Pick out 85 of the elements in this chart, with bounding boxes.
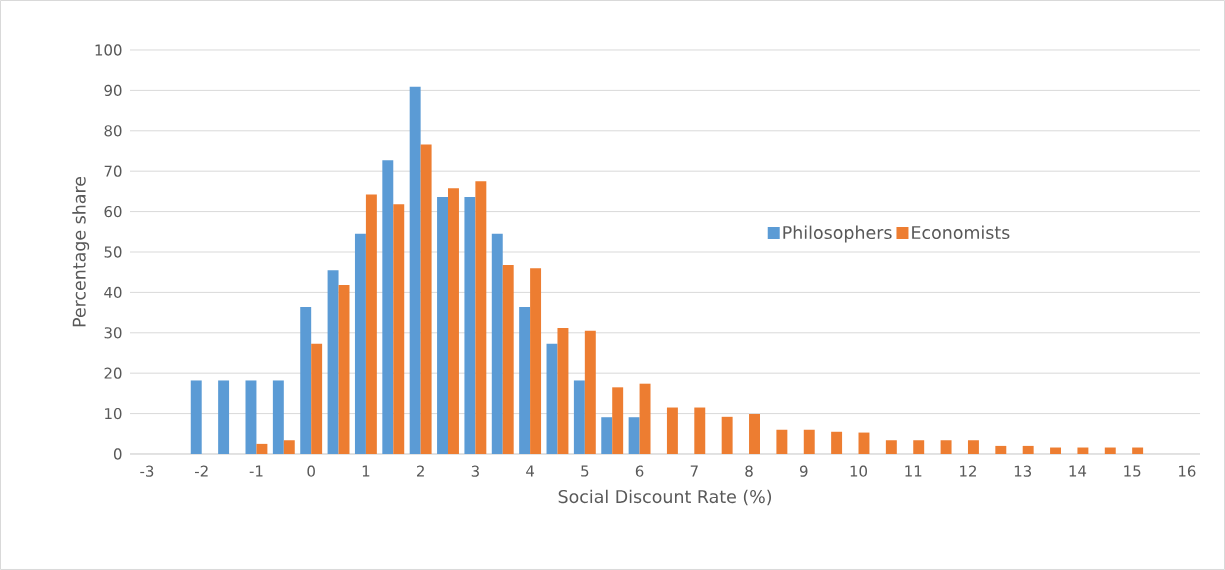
legend-label: Economists — [912, 225, 1010, 240]
x-tick-label: 11 — [905, 465, 922, 477]
x-tick-label: 15 — [1124, 465, 1141, 477]
bar — [245, 380, 257, 454]
bar — [749, 413, 760, 454]
bar — [913, 440, 925, 454]
bar — [601, 417, 613, 454]
bar — [327, 270, 339, 454]
y-tick-label: 80 — [104, 125, 122, 137]
y-tick-label: 70 — [104, 165, 122, 177]
y-tick-label: 30 — [104, 327, 122, 339]
x-tick-label: 1 — [362, 465, 370, 477]
x-tick-label: 13 — [1014, 465, 1032, 477]
bar — [573, 380, 585, 454]
bar — [393, 204, 405, 454]
bar — [354, 233, 366, 454]
bar — [546, 343, 558, 454]
x-tick-label: 0 — [307, 465, 315, 477]
bar — [557, 327, 569, 454]
bar — [272, 380, 284, 454]
bar — [1077, 447, 1089, 454]
y-tick-label: 60 — [104, 205, 122, 218]
x-tick-label: 16 — [1179, 465, 1196, 477]
bar — [437, 197, 449, 454]
bar — [300, 306, 312, 454]
bar — [940, 440, 952, 454]
y-tick-label: 40 — [104, 286, 122, 299]
bar — [448, 188, 459, 454]
bar — [803, 429, 815, 454]
bar — [519, 306, 531, 454]
bar — [1104, 447, 1116, 454]
y-tick-label: 0 — [113, 448, 122, 460]
x-tick-label: 3 — [471, 465, 479, 477]
bar — [967, 440, 979, 454]
bar — [831, 431, 843, 454]
bar — [409, 86, 421, 454]
bar — [382, 160, 394, 454]
bar — [218, 380, 230, 454]
x-tick-label: -2 — [194, 465, 208, 477]
bar — [420, 144, 432, 454]
bar — [1022, 445, 1034, 454]
x-tick-label: 4 — [526, 465, 535, 477]
y-tick-label: 10 — [105, 407, 122, 420]
bar — [694, 407, 706, 454]
x-tick-label: -1 — [249, 465, 263, 477]
y-tick-label: 50 — [104, 246, 122, 258]
bar — [628, 417, 640, 454]
legend-label: Philosophers — [783, 225, 892, 243]
x-tick-label: 10 — [850, 465, 868, 477]
x-tick-label: 6 — [635, 465, 644, 477]
bar — [885, 440, 897, 454]
y-axis-title: Percentage share — [72, 176, 90, 327]
bar — [190, 380, 202, 454]
y-tick-label: 100 — [95, 44, 122, 56]
bar — [584, 330, 596, 454]
bar — [530, 268, 542, 454]
bar — [776, 429, 788, 454]
bar — [256, 443, 268, 454]
bar — [1050, 447, 1062, 454]
bar — [338, 285, 350, 454]
bar — [721, 416, 733, 454]
bar — [365, 194, 377, 454]
bar — [475, 181, 487, 454]
bar — [464, 197, 476, 454]
bar — [666, 407, 678, 454]
x-axis-title: Social Discount Rate (%) — [558, 489, 772, 506]
bar — [311, 343, 323, 454]
y-tick-label: 90 — [104, 84, 122, 97]
bar — [1132, 447, 1144, 454]
bar — [995, 445, 1007, 454]
y-tick-label: 20 — [104, 367, 122, 379]
bar — [283, 440, 295, 454]
x-tick-label: 2 — [416, 465, 424, 477]
x-tick-label: 7 — [690, 465, 698, 477]
bar — [858, 432, 870, 454]
bar — [491, 233, 503, 454]
bar — [639, 383, 651, 454]
bar — [502, 264, 514, 454]
x-tick-label: 5 — [581, 465, 589, 477]
x-tick-label: 8 — [745, 465, 753, 477]
x-tick-label: 12 — [960, 465, 976, 477]
bar — [612, 387, 624, 454]
x-tick-label: 9 — [799, 465, 808, 477]
x-tick-label: -3 — [140, 465, 154, 477]
x-tick-label: 14 — [1069, 465, 1087, 477]
